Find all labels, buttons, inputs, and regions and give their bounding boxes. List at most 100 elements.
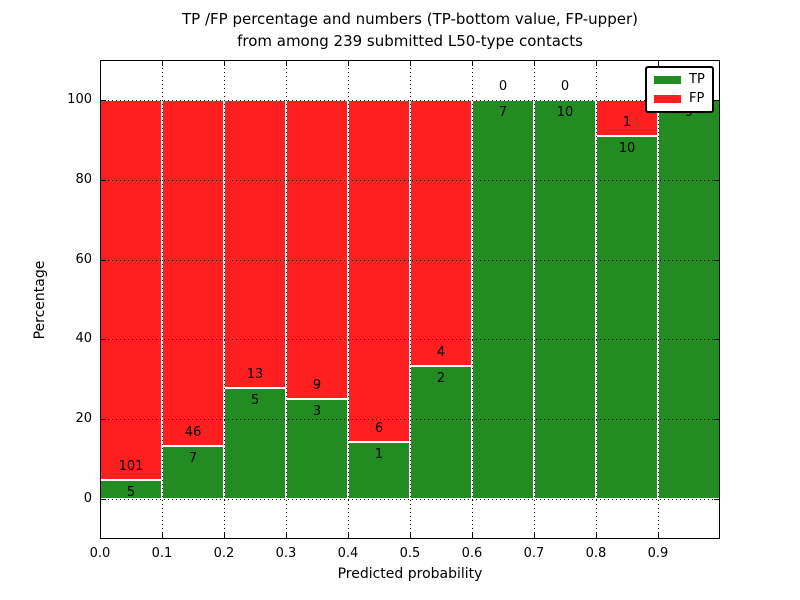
x-tick-label-0.9: 0.9 xyxy=(647,546,669,561)
gridline-y-80 xyxy=(100,179,720,181)
gridline-x-0.1 xyxy=(162,60,163,539)
tp-count-label-0.4-0.5: 1 xyxy=(374,447,384,463)
gridline-y-0 xyxy=(100,499,720,501)
fp-count-label-0.0-0.1: 101 xyxy=(118,459,144,475)
bar-segment-tp-0.7-0.8 xyxy=(534,99,596,500)
y-tick-label-40: 40 xyxy=(75,331,92,347)
tp-swatch xyxy=(654,76,681,84)
y-tick-right-20 xyxy=(714,419,720,421)
fp-count-label-0.7-0.8: 0 xyxy=(560,78,570,94)
x-tick-label-0.6: 0.6 xyxy=(461,546,483,561)
x-tick-bottom-0.8 xyxy=(596,533,597,539)
x-tick-label-0.3: 0.3 xyxy=(275,546,297,561)
bar-segment-fp-0.5-0.6 xyxy=(410,99,472,367)
fp-count-label-0.2-0.3: 13 xyxy=(246,367,264,383)
legend-label-fp: FP xyxy=(689,91,705,106)
bar-segment-fp-0.3-0.4 xyxy=(286,99,348,400)
tp-count-label-0.6-0.7: 7 xyxy=(498,104,508,120)
bar-segment-fp-0.1-0.2 xyxy=(162,99,224,447)
gridline-y-60 xyxy=(100,259,720,261)
gridline-x-0.7 xyxy=(534,60,535,539)
gridline-x-0.2 xyxy=(224,60,225,539)
tp-count-label-0.1-0.2: 7 xyxy=(188,451,198,467)
gridline-x-0.8 xyxy=(596,60,597,539)
x-tick-bottom-0.2 xyxy=(224,533,225,539)
y-axis-label: Percentage xyxy=(32,260,48,340)
legend: TP FP xyxy=(645,66,714,113)
y-tick-label-20: 20 xyxy=(75,411,92,427)
x-tick-top-0.8 xyxy=(596,60,597,66)
legend-item-tp: TP xyxy=(654,73,712,87)
x-tick-label-0.1: 0.1 xyxy=(151,546,173,561)
legend-item-fp: FP xyxy=(654,92,712,106)
x-tick-bottom-0.3 xyxy=(286,533,287,539)
fp-count-label-0.8-0.9: 1 xyxy=(622,115,632,131)
tp-count-label-0.5-0.6: 2 xyxy=(436,371,446,387)
bar-segment-fp-0.4-0.5 xyxy=(348,99,410,443)
fp-count-label-0.3-0.4: 9 xyxy=(312,378,322,394)
tp-count-label-0.7-0.8: 10 xyxy=(556,104,574,120)
bar-segment-tp-0.8-0.9 xyxy=(596,136,658,500)
fp-count-label-0.4-0.5: 6 xyxy=(374,421,384,437)
x-tick-bottom-0.9 xyxy=(658,533,659,539)
legend-label-tp: TP xyxy=(689,72,705,87)
x-tick-bottom-0.1 xyxy=(162,533,163,539)
x-tick-top-0.7 xyxy=(534,60,535,66)
fp-swatch xyxy=(654,95,681,103)
fp-count-label-0.5-0.6: 4 xyxy=(436,345,446,361)
y-tick-left-20 xyxy=(100,419,106,421)
y-tick-label-0: 0 xyxy=(83,491,92,507)
y-tick-left-0 xyxy=(100,499,106,501)
x-tick-top-0.5 xyxy=(410,60,411,66)
y-tick-right-80 xyxy=(714,179,720,181)
y-tick-right-40 xyxy=(714,339,720,341)
x-tick-label-0.8: 0.8 xyxy=(585,546,607,561)
x-tick-top-0.9 xyxy=(658,60,659,66)
x-tick-top-0.6 xyxy=(472,60,473,66)
gridline-y-20 xyxy=(100,419,720,421)
bar-segment-tp-0.4-0.5 xyxy=(348,442,410,500)
y-tick-right-0 xyxy=(714,499,720,501)
tp-count-label-0.2-0.3: 5 xyxy=(250,393,260,409)
gridline-x-0.5 xyxy=(410,60,411,539)
y-tick-right-100 xyxy=(714,99,720,101)
bar-segment-tp-0.5-0.6 xyxy=(410,366,472,500)
gridline-x-0.9 xyxy=(658,60,659,539)
x-tick-label-0.4: 0.4 xyxy=(337,546,359,561)
tp-count-label-0.0-0.1: 5 xyxy=(126,485,136,501)
y-tick-label-100: 100 xyxy=(67,91,92,107)
gridline-x-0.3 xyxy=(286,60,287,539)
y-tick-label-60: 60 xyxy=(75,251,92,267)
x-tick-label-0.0: 0.0 xyxy=(89,546,111,561)
x-tick-top-0.0 xyxy=(100,60,101,66)
gridline-y-40 xyxy=(100,339,720,341)
bar-segment-fp-0.0-0.1 xyxy=(100,99,162,481)
x-axis-label: Predicted probability xyxy=(337,566,483,582)
x-tick-label-0.7: 0.7 xyxy=(523,546,545,561)
y-tick-left-80 xyxy=(100,179,106,181)
x-tick-bottom-0.5 xyxy=(410,533,411,539)
y-tick-left-40 xyxy=(100,339,106,341)
y-tick-label-80: 80 xyxy=(75,171,92,187)
x-tick-label-0.5: 0.5 xyxy=(399,546,421,561)
x-tick-top-0.4 xyxy=(348,60,349,66)
x-tick-bottom-0.7 xyxy=(534,533,535,539)
fp-count-label-0.6-0.7: 0 xyxy=(498,78,508,94)
x-tick-bottom-0.4 xyxy=(348,533,349,539)
x-tick-bottom-0.6 xyxy=(472,533,473,539)
bar-segment-tp-0.9-1.0 xyxy=(658,99,720,500)
bar-segment-fp-0.2-0.3 xyxy=(224,99,286,389)
gridline-x-0.6 xyxy=(472,60,473,539)
x-tick-bottom-0.0 xyxy=(100,533,101,539)
x-tick-top-0.1 xyxy=(162,60,163,66)
y-tick-left-100 xyxy=(100,99,106,101)
gridline-x-0.4 xyxy=(348,60,349,539)
bar-segment-tp-0.1-0.2 xyxy=(162,446,224,500)
tp-count-label-0.8-0.9: 10 xyxy=(618,141,636,157)
bar-segment-tp-0.3-0.4 xyxy=(286,399,348,500)
tp-count-label-0.3-0.4: 3 xyxy=(312,404,322,420)
bar-segment-tp-0.2-0.3 xyxy=(224,388,286,500)
x-tick-top-0.3 xyxy=(286,60,287,66)
